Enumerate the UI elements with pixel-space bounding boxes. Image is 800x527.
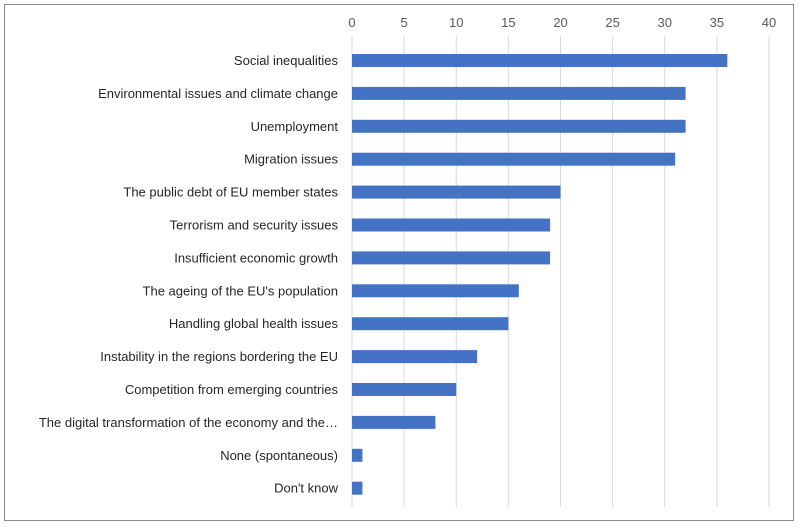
x-tick-label: 40: [762, 15, 776, 30]
bar: [352, 251, 551, 265]
bar: [352, 185, 561, 199]
category-labels: Social inequalities Environmental issues …: [39, 53, 339, 496]
bar: [352, 448, 363, 462]
bar: [352, 284, 519, 298]
bar: [352, 350, 478, 364]
category-label: None (spontaneous): [220, 448, 338, 463]
category-label: Competition from emerging countries: [125, 382, 339, 397]
category-label: Terrorism and security issues: [170, 218, 339, 233]
category-label: The ageing of the EU's population: [143, 283, 338, 298]
x-tick-label: 15: [501, 15, 515, 30]
category-label: Social inequalities: [234, 53, 339, 68]
x-tick-label: 20: [553, 15, 567, 30]
bar: [352, 54, 728, 67]
bar: [352, 152, 676, 166]
gridlines: [351, 36, 770, 507]
bar: [352, 481, 363, 495]
category-label: The public debt of EU member states: [123, 185, 338, 200]
x-axis-ticks: 0 5 10 15 20 25 30 35 40: [348, 15, 776, 30]
bar: [352, 415, 436, 429]
category-label: Don't know: [274, 481, 339, 496]
category-label: Insufficient economic growth: [174, 250, 338, 265]
bar: [352, 317, 509, 331]
x-tick-label: 5: [401, 15, 408, 30]
category-label: Handling global health issues: [169, 316, 339, 331]
category-label: Environmental issues and climate change: [98, 86, 338, 101]
x-tick-label: 10: [449, 15, 463, 30]
x-tick-label: 30: [658, 15, 672, 30]
bar: [352, 86, 686, 100]
bar: [352, 218, 551, 232]
category-label: Instability in the regions bordering the…: [100, 349, 338, 364]
bars: [352, 54, 728, 495]
category-label: Unemployment: [251, 119, 339, 134]
x-tick-label: 0: [348, 15, 355, 30]
bar: [352, 383, 457, 396]
category-label: The digital transformation of the econom…: [39, 415, 338, 430]
x-tick-label: 35: [710, 15, 724, 30]
x-tick-label: 25: [605, 15, 619, 30]
category-label: Migration issues: [244, 152, 338, 167]
bar: [352, 119, 686, 133]
